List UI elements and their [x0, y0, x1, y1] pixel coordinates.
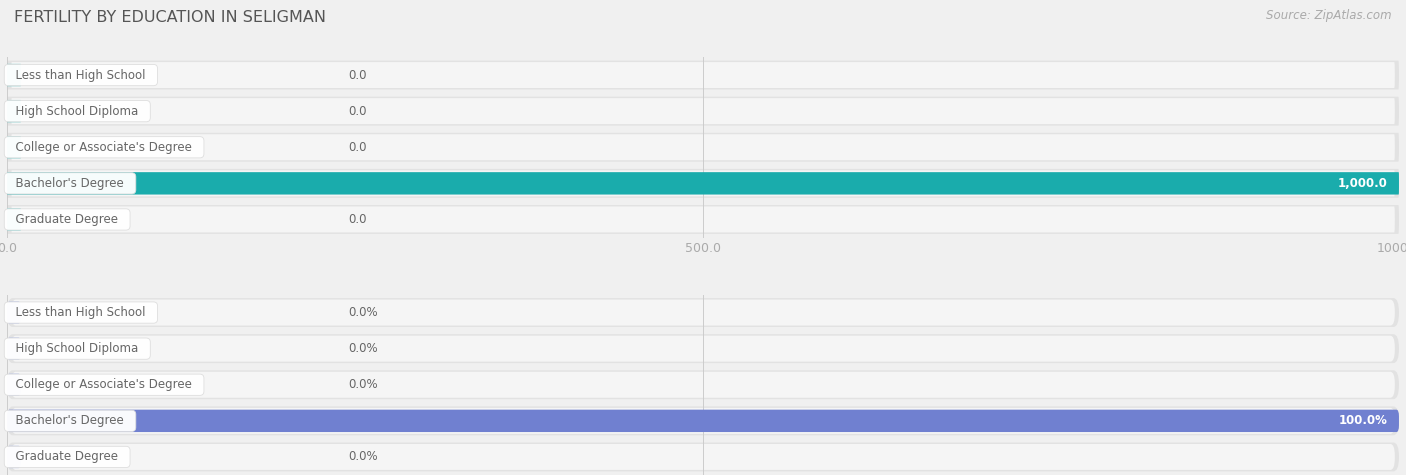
Text: 1,000.0: 1,000.0	[1339, 177, 1388, 190]
Text: College or Associate's Degree: College or Associate's Degree	[8, 378, 200, 391]
FancyBboxPatch shape	[7, 443, 1399, 471]
FancyBboxPatch shape	[7, 205, 1399, 234]
FancyBboxPatch shape	[7, 208, 21, 231]
FancyBboxPatch shape	[7, 446, 21, 468]
FancyBboxPatch shape	[7, 169, 1399, 198]
FancyBboxPatch shape	[7, 409, 1399, 432]
Text: 0.0%: 0.0%	[349, 450, 378, 464]
FancyBboxPatch shape	[7, 337, 21, 360]
Text: 0.0%: 0.0%	[349, 342, 378, 355]
FancyBboxPatch shape	[7, 61, 1399, 89]
FancyBboxPatch shape	[11, 98, 1395, 124]
FancyBboxPatch shape	[11, 207, 1395, 232]
Text: College or Associate's Degree: College or Associate's Degree	[8, 141, 200, 154]
FancyBboxPatch shape	[11, 171, 1395, 196]
Text: 0.0: 0.0	[349, 104, 367, 118]
FancyBboxPatch shape	[7, 136, 21, 159]
FancyBboxPatch shape	[7, 97, 1399, 125]
Text: Less than High School: Less than High School	[8, 68, 153, 82]
FancyBboxPatch shape	[11, 134, 1395, 160]
Text: 0.0: 0.0	[349, 68, 367, 82]
FancyBboxPatch shape	[11, 336, 1395, 361]
FancyBboxPatch shape	[11, 408, 1395, 434]
Text: High School Diploma: High School Diploma	[8, 342, 146, 355]
FancyBboxPatch shape	[7, 100, 21, 123]
FancyBboxPatch shape	[11, 372, 1395, 398]
FancyBboxPatch shape	[7, 172, 1399, 195]
FancyBboxPatch shape	[11, 62, 1395, 88]
Text: 0.0%: 0.0%	[349, 306, 378, 319]
Text: Graduate Degree: Graduate Degree	[8, 213, 127, 226]
Text: High School Diploma: High School Diploma	[8, 104, 146, 118]
Text: Bachelor's Degree: Bachelor's Degree	[8, 414, 132, 428]
Text: 0.0: 0.0	[349, 141, 367, 154]
FancyBboxPatch shape	[7, 373, 21, 396]
Text: Graduate Degree: Graduate Degree	[8, 450, 127, 464]
FancyBboxPatch shape	[11, 300, 1395, 325]
Text: 100.0%: 100.0%	[1339, 414, 1388, 428]
Text: Less than High School: Less than High School	[8, 306, 153, 319]
FancyBboxPatch shape	[7, 301, 21, 324]
Text: Source: ZipAtlas.com: Source: ZipAtlas.com	[1267, 10, 1392, 22]
Text: 0.0%: 0.0%	[349, 378, 378, 391]
FancyBboxPatch shape	[7, 407, 1399, 435]
FancyBboxPatch shape	[7, 64, 21, 86]
Text: Bachelor's Degree: Bachelor's Degree	[8, 177, 132, 190]
FancyBboxPatch shape	[7, 133, 1399, 162]
Text: 0.0: 0.0	[349, 213, 367, 226]
Text: FERTILITY BY EDUCATION IN SELIGMAN: FERTILITY BY EDUCATION IN SELIGMAN	[14, 10, 326, 25]
FancyBboxPatch shape	[11, 444, 1395, 470]
FancyBboxPatch shape	[7, 370, 1399, 399]
FancyBboxPatch shape	[7, 298, 1399, 327]
FancyBboxPatch shape	[7, 334, 1399, 363]
